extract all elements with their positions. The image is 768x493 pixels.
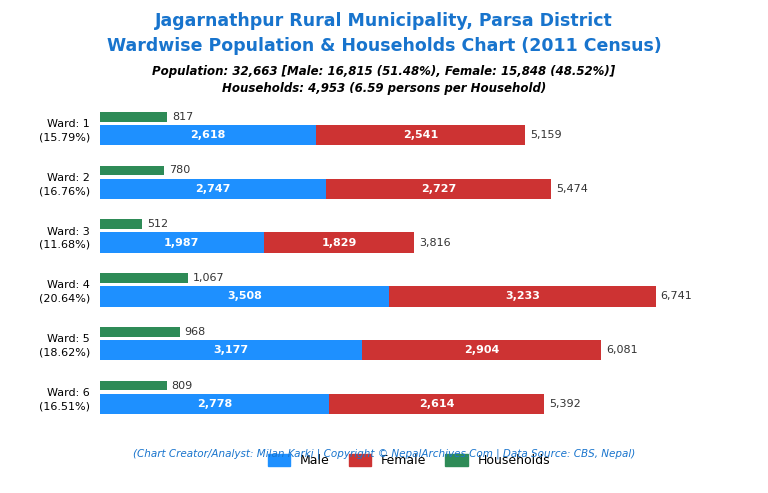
Bar bbox=[100, 286, 389, 307]
Text: 3,508: 3,508 bbox=[227, 291, 262, 301]
Bar bbox=[100, 327, 180, 337]
Text: Households: 4,953 (6.59 persons per Household): Households: 4,953 (6.59 persons per Hous… bbox=[222, 82, 546, 95]
Text: 3,233: 3,233 bbox=[505, 291, 540, 301]
Text: 968: 968 bbox=[184, 327, 206, 337]
Legend: Male, Female, Households: Male, Female, Households bbox=[263, 449, 555, 472]
Bar bbox=[100, 178, 326, 199]
Bar bbox=[329, 393, 545, 414]
Bar bbox=[100, 340, 362, 360]
Text: 809: 809 bbox=[171, 381, 193, 390]
Text: 512: 512 bbox=[147, 219, 168, 229]
Text: 1,987: 1,987 bbox=[164, 238, 200, 247]
Bar bbox=[326, 178, 551, 199]
Text: 3,177: 3,177 bbox=[214, 345, 248, 355]
Text: 2,614: 2,614 bbox=[419, 399, 455, 409]
Bar bbox=[100, 273, 188, 283]
Text: 5,392: 5,392 bbox=[549, 399, 581, 409]
Text: 2,727: 2,727 bbox=[421, 184, 456, 194]
Text: 2,541: 2,541 bbox=[402, 130, 438, 140]
Text: 2,618: 2,618 bbox=[190, 130, 226, 140]
Text: 6,741: 6,741 bbox=[660, 291, 692, 301]
Bar bbox=[100, 393, 329, 414]
Bar bbox=[100, 219, 142, 229]
Bar bbox=[362, 340, 601, 360]
Bar bbox=[100, 232, 263, 253]
Text: 1,829: 1,829 bbox=[321, 238, 356, 247]
Text: Wardwise Population & Households Chart (2011 Census): Wardwise Population & Households Chart (… bbox=[107, 37, 661, 56]
Text: 3,816: 3,816 bbox=[419, 238, 451, 247]
Text: 2,747: 2,747 bbox=[195, 184, 230, 194]
Bar bbox=[100, 381, 167, 390]
Text: 5,474: 5,474 bbox=[556, 184, 588, 194]
Text: 6,081: 6,081 bbox=[606, 345, 637, 355]
Bar bbox=[100, 125, 316, 145]
Bar bbox=[100, 112, 167, 121]
Bar bbox=[389, 286, 656, 307]
Text: 2,778: 2,778 bbox=[197, 399, 232, 409]
Text: (Chart Creator/Analyst: Milan Karki | Copyright © NepalArchives.Com | Data Sourc: (Chart Creator/Analyst: Milan Karki | Co… bbox=[133, 449, 635, 459]
Text: Population: 32,663 [Male: 16,815 (51.48%), Female: 15,848 (48.52%)]: Population: 32,663 [Male: 16,815 (51.48%… bbox=[152, 65, 616, 78]
Bar bbox=[263, 232, 415, 253]
Text: 5,159: 5,159 bbox=[530, 130, 561, 140]
Bar bbox=[316, 125, 525, 145]
Text: 2,904: 2,904 bbox=[464, 345, 499, 355]
Bar bbox=[100, 166, 164, 176]
Text: Jagarnathpur Rural Municipality, Parsa District: Jagarnathpur Rural Municipality, Parsa D… bbox=[155, 12, 613, 31]
Text: 1,067: 1,067 bbox=[193, 273, 224, 283]
Text: 817: 817 bbox=[172, 111, 194, 122]
Text: 780: 780 bbox=[169, 166, 190, 176]
